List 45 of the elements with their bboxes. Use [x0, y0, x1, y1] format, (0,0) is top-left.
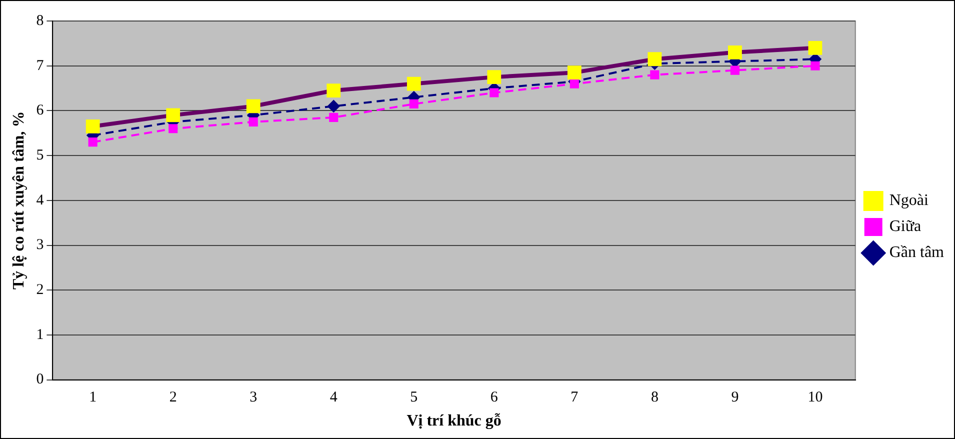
x-axis-title: Vị trí khúc gỗ [406, 412, 502, 430]
point [328, 100, 340, 112]
point [406, 76, 421, 91]
y-tick-label: 3 [36, 237, 44, 254]
y-tick-label: 7 [36, 58, 44, 74]
point [648, 52, 662, 66]
point [810, 61, 820, 70]
x-tick-label: 1 [89, 390, 97, 406]
point [326, 84, 341, 98]
point [88, 138, 98, 147]
x-tick-label: 3 [250, 390, 258, 406]
legend-label: Giữa [889, 218, 922, 236]
x-tick-label: 4 [330, 390, 338, 406]
point [490, 88, 499, 98]
legend-label: Ngoài [889, 192, 930, 210]
point [808, 40, 822, 55]
y-tick-label: 1 [36, 326, 44, 343]
point [728, 45, 742, 60]
point [730, 66, 740, 75]
point [248, 117, 258, 126]
point [650, 70, 660, 80]
y-tick-label: 8 [36, 12, 44, 29]
y-tick-label: 6 [36, 102, 44, 119]
x-tick-label: 6 [490, 390, 498, 406]
point [567, 66, 582, 80]
point [487, 70, 502, 84]
x-tick-label: 10 [808, 390, 823, 406]
point [168, 124, 178, 134]
point [570, 79, 579, 88]
x-tick-label: 8 [650, 390, 658, 406]
x-tick-label: 7 [570, 390, 579, 406]
x-tick-label: 2 [169, 390, 177, 406]
y-tick-label: 0 [36, 372, 44, 388]
y-axis-title: Tỷ lệ co rút xuyên tâm, % [10, 111, 28, 290]
point [329, 112, 338, 122]
y-tick-label: 4 [36, 192, 44, 208]
x-tick-label: 9 [731, 390, 739, 406]
legend-label: Gần tâm [889, 244, 945, 262]
point [166, 108, 180, 122]
point [246, 99, 260, 114]
y-tick-label: 5 [36, 147, 44, 164]
x-tick-label: 5 [410, 390, 418, 406]
point [86, 119, 100, 134]
point [409, 99, 418, 109]
y-tick-label: 2 [36, 282, 44, 298]
